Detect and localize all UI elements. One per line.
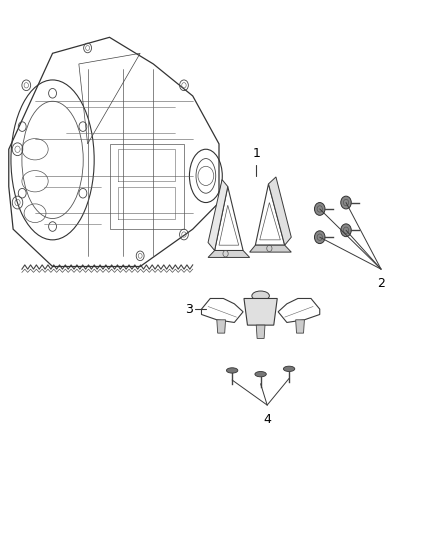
- Ellipse shape: [283, 366, 295, 372]
- Polygon shape: [296, 320, 304, 333]
- Text: 1: 1: [252, 147, 260, 160]
- Circle shape: [314, 203, 325, 215]
- Polygon shape: [208, 251, 250, 257]
- Text: 4: 4: [263, 413, 271, 426]
- Ellipse shape: [255, 372, 266, 377]
- Circle shape: [314, 231, 325, 244]
- Text: 2: 2: [377, 277, 385, 290]
- Polygon shape: [256, 325, 265, 338]
- Ellipse shape: [252, 291, 269, 301]
- Polygon shape: [268, 177, 291, 245]
- Circle shape: [341, 224, 351, 237]
- Polygon shape: [217, 320, 226, 333]
- Text: 3: 3: [185, 303, 193, 316]
- Ellipse shape: [226, 368, 238, 373]
- Polygon shape: [244, 298, 277, 325]
- Polygon shape: [208, 180, 228, 251]
- Circle shape: [341, 196, 351, 209]
- Polygon shape: [250, 245, 291, 252]
